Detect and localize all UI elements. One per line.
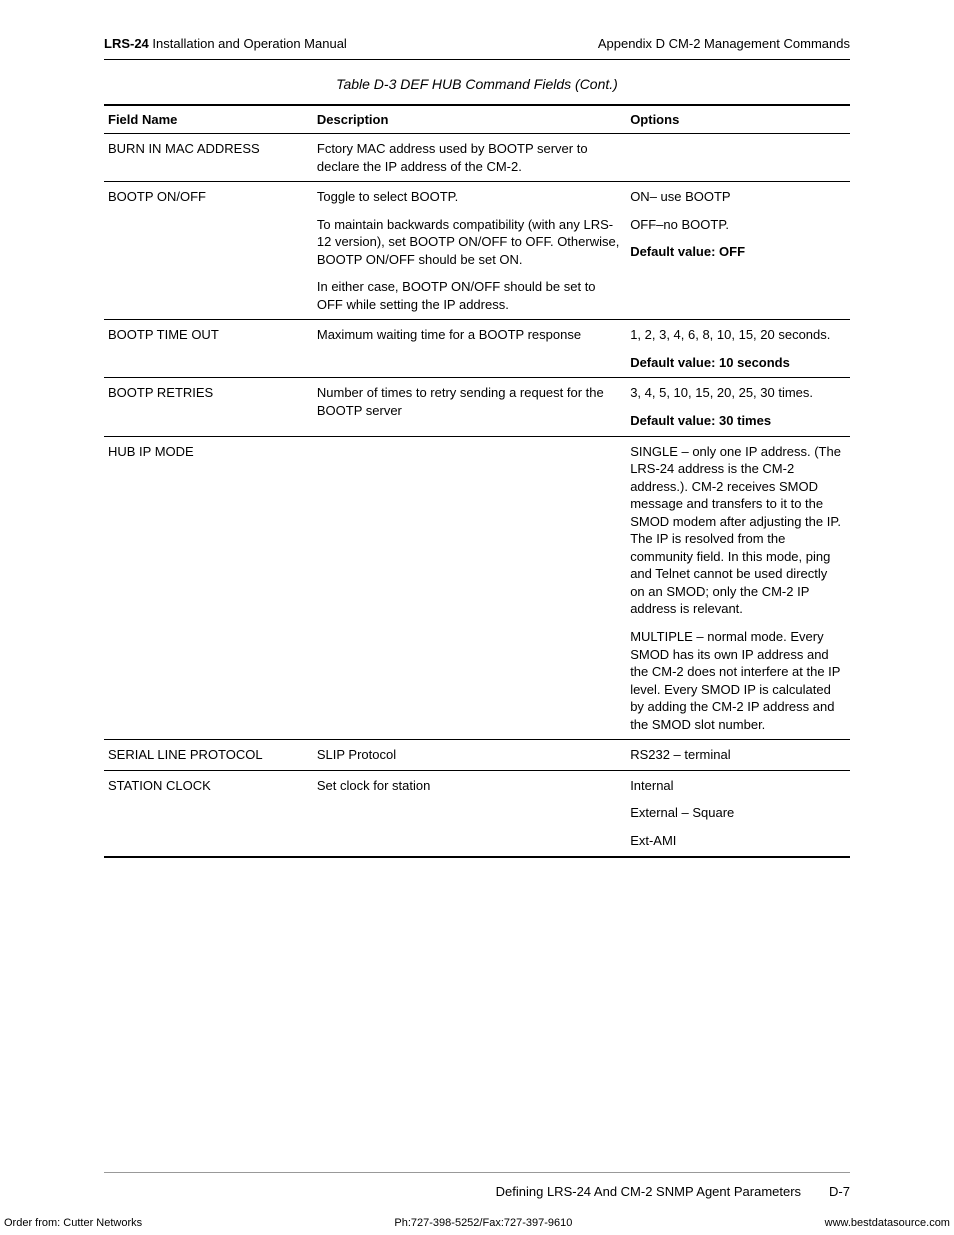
opt-para: Internal [630, 777, 844, 795]
table-row: STATION CLOCKSet clock for station Intern… [104, 770, 850, 856]
footer-order: Order from: Cutter Networks [4, 1217, 142, 1229]
opt-para: External – Square [630, 804, 844, 822]
cell-field: BURN IN MAC ADDRESS [104, 134, 313, 182]
cell-field: SERIAL LINE PROTOCOL [104, 740, 313, 771]
cell-description: SLIP Protocol [313, 740, 626, 771]
opt-para: Ext-AMI [630, 832, 844, 850]
opt-para: OFF–no BOOTP. [630, 216, 844, 234]
cell-field: BOOTP ON/OFF [104, 182, 313, 320]
desc-para: Toggle to select BOOTP. [317, 188, 620, 206]
desc-para: Number of times to retry sending a reque… [317, 384, 620, 419]
cell-description: Number of times to retry sending a reque… [313, 378, 626, 436]
col-header-desc: Description [313, 105, 626, 134]
table-body: BURN IN MAC ADDRESSFctory MAC address us… [104, 134, 850, 857]
col-header-opt: Options [626, 105, 850, 134]
table-row: SERIAL LINE PROTOCOLSLIP Protocol RS232 –… [104, 740, 850, 771]
opt-para: MULTIPLE – normal mode. Every SMOD has i… [630, 628, 844, 733]
cell-options: SINGLE – only one IP address. (The LRS-2… [626, 436, 850, 740]
table-header-row: Field Name Description Options [104, 105, 850, 134]
footer-section: Defining LRS-24 And CM-2 SNMP Agent Para… [496, 1184, 801, 1199]
opt-para: Default value: 30 times [630, 412, 844, 430]
cell-options [626, 134, 850, 182]
desc-para: To maintain backwards compatibility (wit… [317, 216, 620, 269]
opt-para: Default value: OFF [630, 243, 844, 261]
cell-options: ON– use BOOTP OFF–no BOOTP. Default value:… [626, 182, 850, 320]
cell-description: Fctory MAC address used by BOOTP server … [313, 134, 626, 182]
desc-para: Fctory MAC address used by BOOTP server … [317, 140, 620, 175]
desc-para: In either case, BOOTP ON/OFF should be s… [317, 278, 620, 313]
table-row: HUB IP MODE SINGLE – only one IP address.… [104, 436, 850, 740]
desc-para: Set clock for station [317, 777, 620, 795]
table-row: BURN IN MAC ADDRESSFctory MAC address us… [104, 134, 850, 182]
desc-para: Maximum waiting time for a BOOTP respons… [317, 326, 620, 344]
header-right: Appendix D CM-2 Management Commands [598, 36, 850, 51]
cell-options: 3, 4, 5, 10, 15, 20, 25, 30 times. Defaul… [626, 378, 850, 436]
opt-para: ON– use BOOTP [630, 188, 844, 206]
cell-description: Set clock for station [313, 770, 626, 856]
opt-para: Default value: 10 seconds [630, 354, 844, 372]
header-left: LRS-24 Installation and Operation Manual [104, 36, 347, 51]
opt-para: SINGLE – only one IP address. (The LRS-2… [630, 443, 844, 618]
page: LRS-24 Installation and Operation Manual… [0, 0, 954, 858]
footer-url: www.bestdatasource.com [825, 1217, 950, 1229]
cell-description: Toggle to select BOOTP. To maintain backw… [313, 182, 626, 320]
cell-field: STATION CLOCK [104, 770, 313, 856]
cell-options: 1, 2, 3, 4, 6, 8, 10, 15, 20 seconds. Def… [626, 320, 850, 378]
table-row: BOOTP ON/OFFToggle to select BOOTP. To ma… [104, 182, 850, 320]
footer-line-2: Order from: Cutter Networks Ph:727-398-5… [4, 1217, 950, 1229]
desc-para: SLIP Protocol [317, 746, 620, 764]
opt-para: 1, 2, 3, 4, 6, 8, 10, 15, 20 seconds. [630, 326, 844, 344]
col-header-field: Field Name [104, 105, 313, 134]
cell-description [313, 436, 626, 740]
opt-para: RS232 – terminal [630, 746, 844, 764]
footer-page-number: D-7 [829, 1184, 850, 1199]
header-left-bold: LRS-24 [104, 36, 149, 51]
footer-phone: Ph:727-398-5252/Fax:727-397-9610 [394, 1217, 572, 1229]
cell-field: BOOTP TIME OUT [104, 320, 313, 378]
cell-options: RS232 – terminal [626, 740, 850, 771]
header-left-rest: Installation and Operation Manual [149, 36, 347, 51]
page-header: LRS-24 Installation and Operation Manual… [104, 36, 850, 60]
cell-description: Maximum waiting time for a BOOTP respons… [313, 320, 626, 378]
cell-field: BOOTP RETRIES [104, 378, 313, 436]
footer-line-1: Defining LRS-24 And CM-2 SNMP Agent Para… [104, 1184, 850, 1199]
cell-options: Internal External – Square Ext-AMI [626, 770, 850, 856]
table-row: BOOTP TIME OUTMaximum waiting time for a… [104, 320, 850, 378]
table-caption: Table D-3 DEF HUB Command Fields (Cont.) [104, 76, 850, 92]
cell-field: HUB IP MODE [104, 436, 313, 740]
footer-separator [104, 1172, 850, 1173]
table-row: BOOTP RETRIESNumber of times to retry se… [104, 378, 850, 436]
command-fields-table: Field Name Description Options BURN IN M… [104, 104, 850, 858]
opt-para: 3, 4, 5, 10, 15, 20, 25, 30 times. [630, 384, 844, 402]
